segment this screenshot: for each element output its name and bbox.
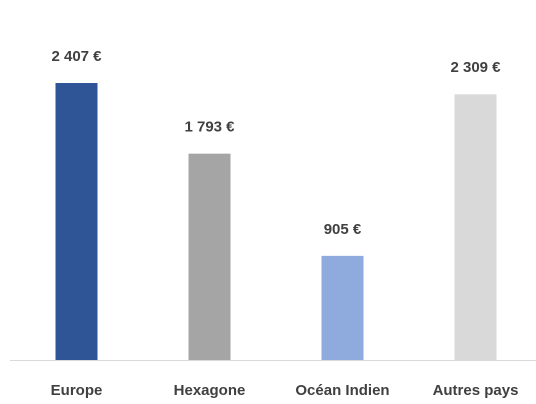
bar bbox=[454, 94, 497, 360]
value-label: 2 309 € bbox=[450, 59, 501, 76]
bar bbox=[55, 83, 98, 360]
value-label: 1 793 € bbox=[184, 119, 235, 136]
x-tick-label: Europe bbox=[51, 382, 103, 399]
bar bbox=[321, 255, 364, 360]
x-tick-label: Océan Indien bbox=[295, 382, 389, 399]
value-label: 905 € bbox=[324, 221, 362, 238]
x-tick-label: Autres pays bbox=[433, 382, 519, 399]
x-tick-label: Hexagone bbox=[174, 382, 246, 399]
bar bbox=[188, 153, 231, 360]
value-label: 2 407 € bbox=[51, 48, 102, 65]
